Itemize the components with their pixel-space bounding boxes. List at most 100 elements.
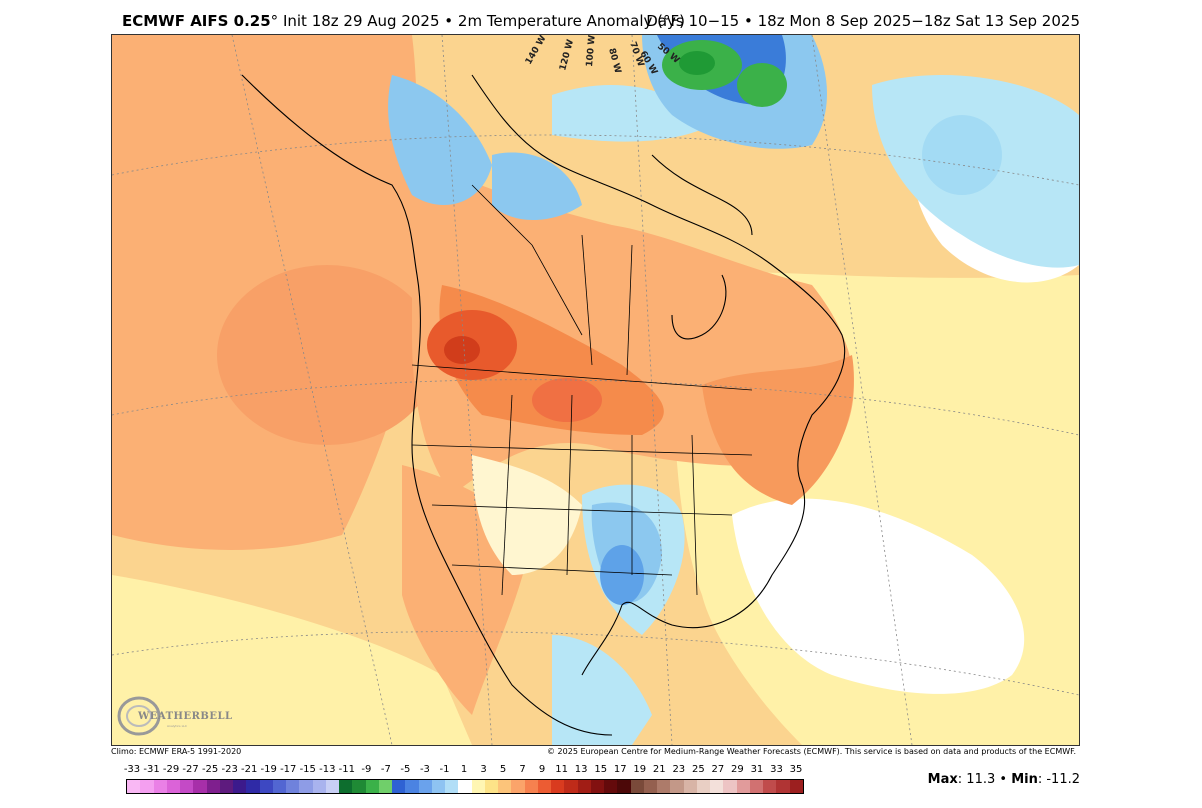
colorbar-swatch <box>498 780 512 793</box>
colorbar-swatch <box>736 780 750 793</box>
colorbar-swatch <box>352 780 366 793</box>
colorbar-label: -33 <box>123 764 141 775</box>
valid-period: Days 10−15 • 18z Mon 8 Sep 2025−18z Sat … <box>646 12 1080 30</box>
colorbar-label: 23 <box>672 764 686 775</box>
colorbar-label: 19 <box>633 764 647 775</box>
colorbar-swatch <box>325 780 339 793</box>
colorbar-swatch <box>749 780 763 793</box>
interior-pale <box>472 455 582 575</box>
min-value: : -11.2 <box>1037 772 1080 787</box>
colorbar-swatch <box>710 780 724 793</box>
colorbar-swatch <box>339 780 353 793</box>
coastlines <box>241 74 846 736</box>
colorbar-swatch <box>193 780 207 793</box>
colorbar-label: -5 <box>400 764 411 775</box>
colorbar-swatch <box>643 780 657 793</box>
colorbar-swatch <box>392 780 406 793</box>
stats-separator: • <box>995 772 1012 787</box>
colorbar-label: -23 <box>221 764 238 775</box>
colorbar-label: 17 <box>613 764 627 775</box>
colorbar-swatch <box>365 780 379 793</box>
map-canvas: 140 W 120 W 100 W 80 W 70 W 60 W 50 W <box>112 35 1079 745</box>
min-label: Min <box>1011 772 1038 787</box>
logo-name: WEATHERBELL <box>138 711 233 722</box>
colorbar-label: 5 <box>499 764 507 775</box>
colorbar-swatch <box>378 780 392 793</box>
colorbar-swatch <box>418 780 432 793</box>
borders <box>411 184 753 596</box>
colorbar-label: 21 <box>652 764 666 775</box>
colorbar-swatch <box>524 780 538 793</box>
hot-spot-core <box>444 336 480 364</box>
colorbar-label: 9 <box>538 764 546 775</box>
yukon-blue <box>492 152 582 220</box>
colorbar-swatch <box>723 780 737 793</box>
greenland-dark-green <box>679 51 715 75</box>
colorbar-swatch <box>140 780 154 793</box>
central-blue-core <box>600 545 644 605</box>
colorbar-label: 3 <box>480 764 487 775</box>
colorbar-swatch <box>657 780 671 793</box>
colorbar-label: 11 <box>555 764 569 775</box>
colorbar-label: 25 <box>691 764 705 775</box>
colorbar-swatch <box>696 780 710 793</box>
colorbar-label: 33 <box>770 764 783 775</box>
greenland-green-east <box>737 63 787 107</box>
colorbar-label: 35 <box>789 764 803 775</box>
init-text: Init 18z 29 Aug 2025 • 2m Temperature An… <box>282 12 686 30</box>
degree-sign: ° <box>270 12 279 30</box>
colorbar-swatch <box>299 780 313 793</box>
graticule <box>112 35 1079 745</box>
logo-tagline: Analytics LLC <box>167 724 188 728</box>
colorbar-label: -29 <box>162 764 180 775</box>
colorbar-swatch <box>180 780 194 793</box>
colorbar-label: -11 <box>338 764 355 775</box>
colorbar-label: -9 <box>361 764 372 775</box>
pacific-warm-core <box>217 265 437 445</box>
colorbar-swatch <box>564 780 578 793</box>
colorbar-swatch <box>537 780 551 793</box>
colorbar-label: -3 <box>419 764 430 775</box>
northeast-orange <box>702 355 854 505</box>
colorbar-swatch <box>312 780 326 793</box>
colorbar-swatch <box>127 780 141 793</box>
colorbar-swatch <box>789 780 803 793</box>
colorbar-swatch <box>405 780 419 793</box>
map-title: ECMWF AIFS 0.25° Init 18z 29 Aug 2025 • … <box>122 12 685 30</box>
colorbar-swatch <box>604 780 618 793</box>
colorbar-label: 1 <box>460 764 468 775</box>
atlantic-white <box>732 498 1025 694</box>
header: ECMWF AIFS 0.25° Init 18z 29 Aug 2025 • … <box>0 12 1202 34</box>
colorbar-swatch <box>272 780 286 793</box>
max-label: Max <box>927 772 958 787</box>
colorbar-swatch <box>166 780 180 793</box>
weatherbell-logo: WEATHERBELL Analytics LLC <box>115 694 232 740</box>
colorbar-swatch <box>246 780 260 793</box>
logo-swirl-icon <box>117 696 161 736</box>
colorbar-swatch <box>259 780 273 793</box>
colorbar-swatch <box>617 780 631 793</box>
colorbar-swatch <box>458 780 472 793</box>
colorbar-swatch <box>431 780 445 793</box>
alaska-blue <box>388 75 492 205</box>
colorbar-label: -13 <box>319 764 336 775</box>
colorbar-swatch <box>670 780 684 793</box>
colorbar-swatch <box>763 780 777 793</box>
hot-spot-plains <box>532 378 602 422</box>
colorbar-swatch <box>445 780 459 793</box>
pacific-south-yellow <box>112 575 472 745</box>
colorbar-label: -7 <box>380 764 391 775</box>
colorbar-swatch <box>471 780 485 793</box>
colorbar <box>126 779 804 794</box>
colorbar-swatch <box>551 780 565 793</box>
colorbar-swatch <box>286 780 300 793</box>
north-atlantic-core <box>922 115 1002 195</box>
colorbar-label: -1 <box>439 764 450 775</box>
colorbar-swatch <box>219 780 233 793</box>
colorbar-swatch <box>630 780 644 793</box>
colorbar-label: 7 <box>519 764 526 775</box>
colorbar-label: -17 <box>280 764 297 775</box>
lon-label-100w: 100 W <box>585 35 598 67</box>
colorbar-swatch <box>153 780 167 793</box>
colorbar-swatch <box>233 780 247 793</box>
